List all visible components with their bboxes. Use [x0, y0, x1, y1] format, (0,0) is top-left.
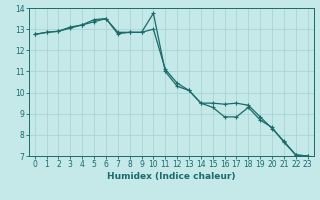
X-axis label: Humidex (Indice chaleur): Humidex (Indice chaleur): [107, 172, 236, 181]
